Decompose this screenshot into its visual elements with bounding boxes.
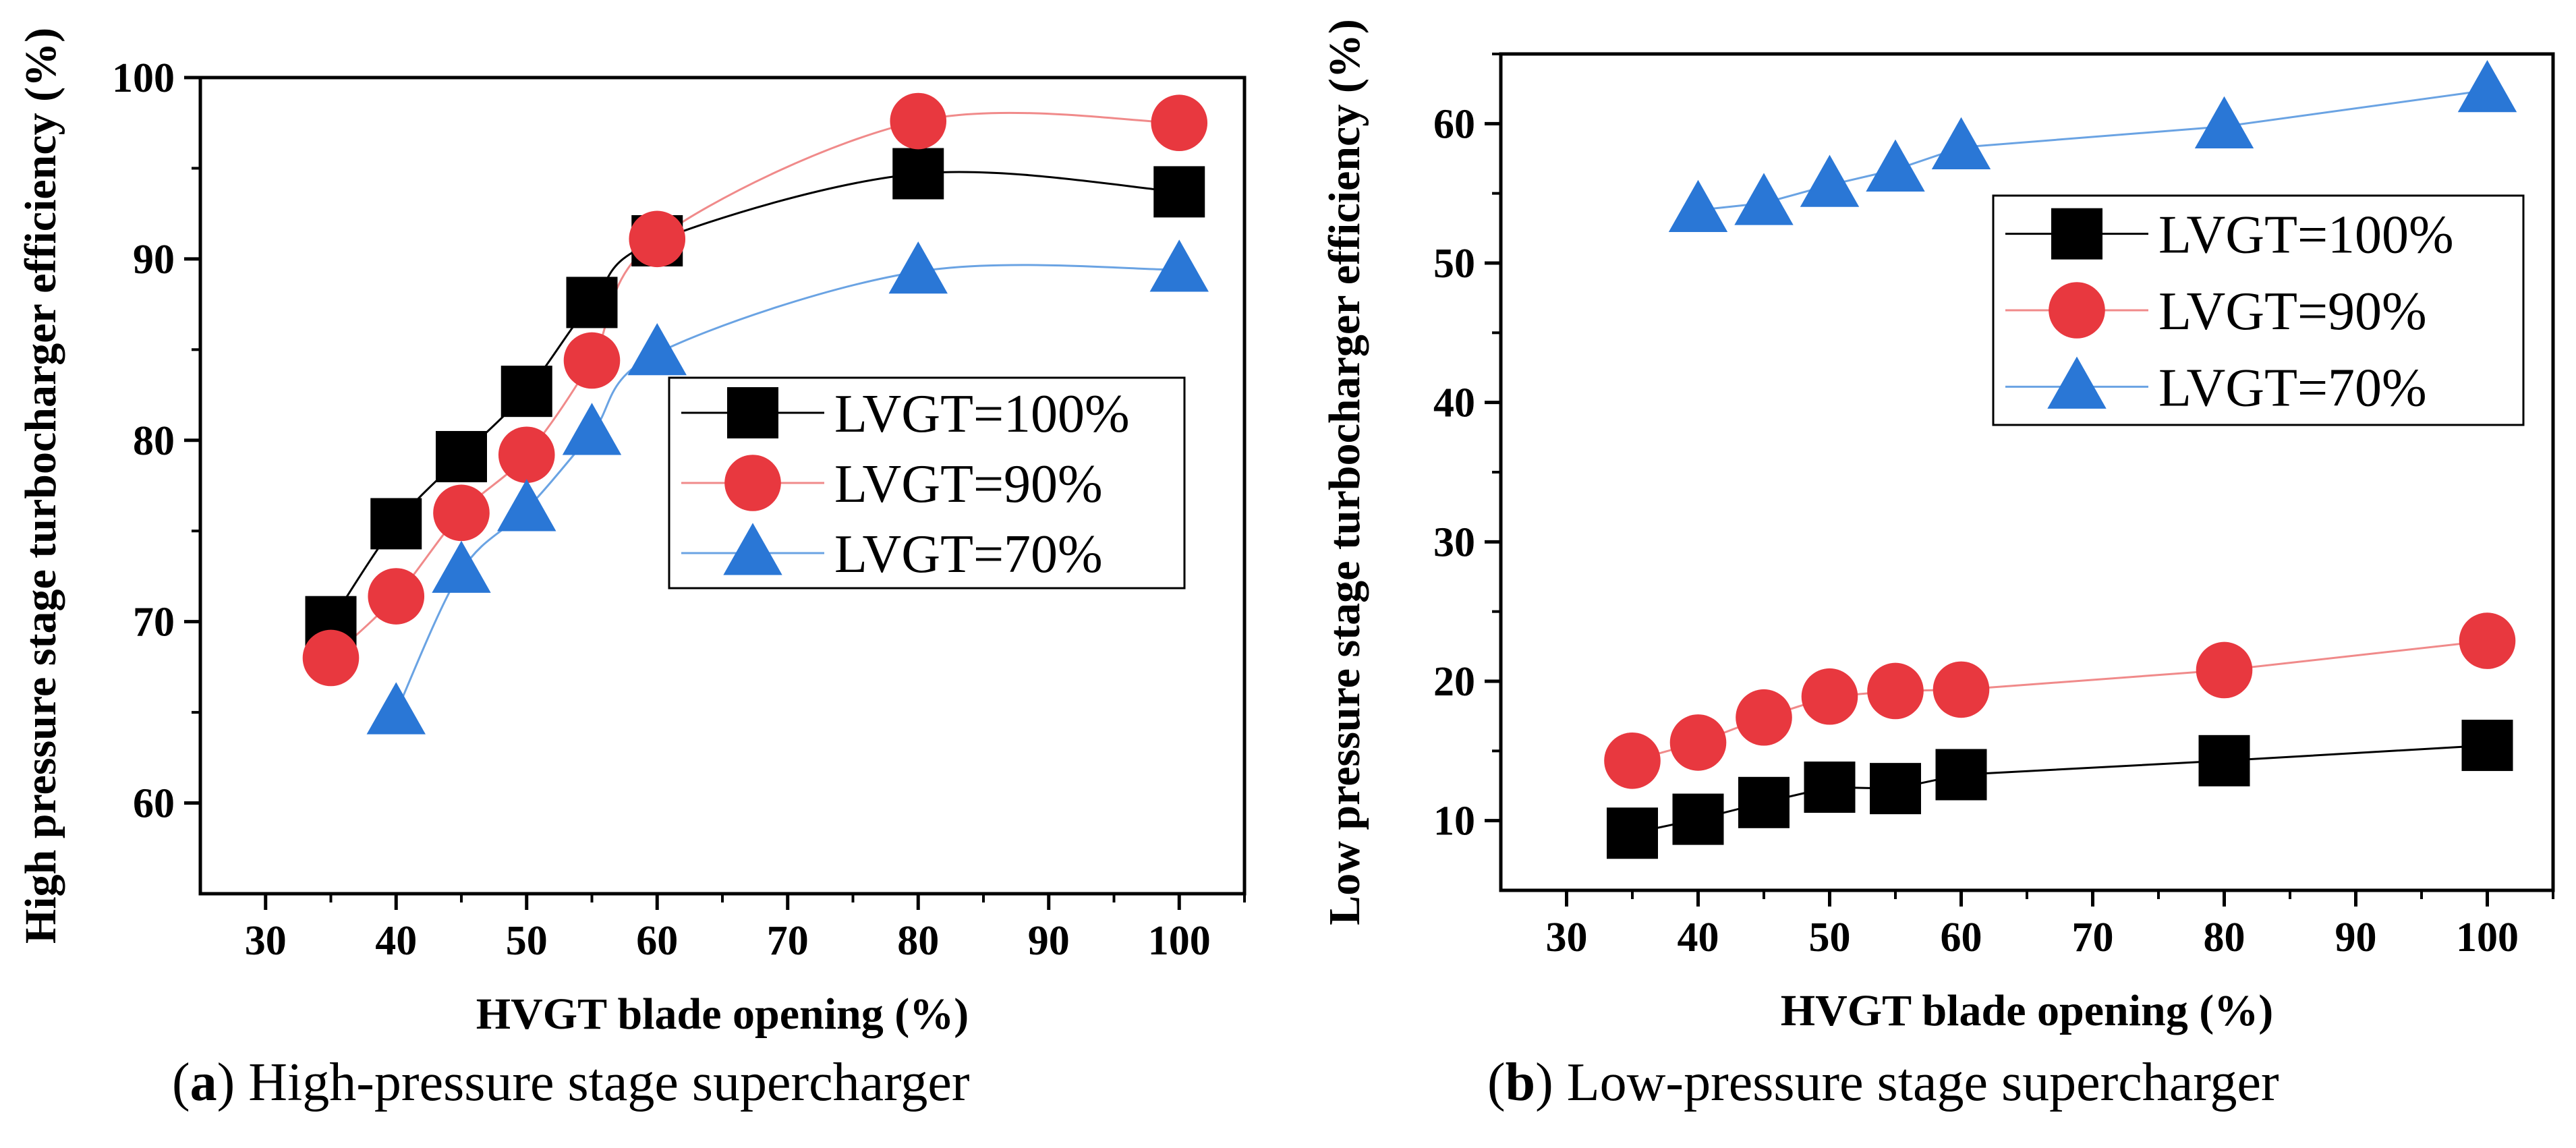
panel-a-y-tick-label: 80	[133, 418, 175, 464]
panel-b-point-circle	[2196, 641, 2253, 699]
panel-a-legend-marker	[723, 523, 782, 575]
panel-a-chart: 30 40 50 60 70 80 90 100 60 70 80 90 100 HVGT blade o…	[16, 28, 1247, 1039]
panel-a-y-tick-label: 70	[133, 600, 175, 645]
panel-b-point-square	[1935, 749, 1987, 801]
panel-a-legend-label: LVGT=70%	[834, 525, 1103, 584]
panel-a-point-circle	[433, 484, 490, 542]
panel-a-x-tick-label: 30	[245, 918, 287, 964]
caption-b: (b) Low-pressure stage supercharger	[1487, 1053, 2279, 1112]
panel-b-legend-label: LVGT=70%	[2158, 358, 2427, 418]
panel-b-point-triangle	[1668, 179, 1728, 232]
panel-a-x-tick-label: 90	[1028, 918, 1070, 964]
panel-b-point-square	[1804, 762, 1856, 813]
panel-b-x-tick-label: 50	[1809, 915, 1851, 960]
panel-a-y-tick-label: 90	[133, 237, 175, 283]
panel-a-point-triangle	[562, 403, 622, 455]
panel-b-point-triangle	[1734, 173, 1794, 225]
panel-b-x-tick-label: 70	[2072, 915, 2114, 960]
panel-b-point-circle	[1867, 662, 1924, 720]
panel-a-x-tick-label: 60	[636, 918, 678, 964]
panel-b-y-tick-label: 10	[1433, 799, 1475, 844]
panel-a-point-circle	[629, 210, 686, 268]
panel-b-legend-label: LVGT=90%	[2158, 282, 2427, 341]
caption-a: (a) High-pressure stage supercharger	[172, 1053, 970, 1112]
panel-a-point-circle	[563, 332, 621, 389]
panel-b-point-circle	[1604, 733, 1661, 789]
panel-a-point-square	[500, 366, 552, 418]
panel-b-legend-marker	[2049, 282, 2105, 339]
caption-b-text: Low-pressure stage supercharger	[1566, 1053, 2279, 1112]
panel-a-point-circle	[302, 629, 360, 687]
panel-b-y-tick-label: 20	[1433, 659, 1475, 705]
panel-b-point-square	[1607, 807, 1658, 859]
panel-a-x-tick-label: 40	[375, 918, 417, 964]
panel-b-y-tick-label: 30	[1433, 519, 1475, 565]
panel-a-point-circle	[890, 92, 947, 150]
panel-a-y-axis-title: High pressure stage turbocharger efficie…	[16, 28, 65, 944]
panel-a-legend-marker	[727, 387, 778, 438]
panel-b-y-tick-label: 40	[1433, 380, 1475, 426]
panel-b-point-triangle	[2457, 59, 2517, 113]
panel-b-x-axis-title: HVGT blade opening (%)	[1781, 986, 2273, 1035]
panel-a-point-square	[892, 148, 944, 200]
panel-a-x-axis-title: HVGT blade opening (%)	[476, 989, 969, 1039]
panel-a-point-circle	[498, 426, 555, 484]
panel-b-legend-label: LVGT=100%	[2158, 206, 2454, 265]
panel-b-point-circle	[2459, 612, 2516, 669]
panel-a-point-square	[436, 430, 487, 482]
panel-a-y-tick-label: 100	[112, 55, 175, 101]
panel-b-legend-marker	[2051, 208, 2102, 260]
panel-a-x-tick-label: 50	[506, 918, 548, 964]
panel-a-legend-marker	[724, 455, 781, 511]
panel-b-legend-marker	[2047, 356, 2107, 409]
panel-b-point-square	[2198, 735, 2250, 786]
panel-a-x-tick-label: 70	[767, 918, 809, 964]
panel-a-point-triangle	[432, 540, 491, 593]
panel-b-x-tick-label: 40	[1678, 915, 1719, 960]
panel-a-legend-label: LVGT=90%	[834, 455, 1103, 514]
panel-b-point-circle	[1736, 689, 1792, 746]
panel-b-point-triangle	[1931, 117, 1991, 169]
panel-b-point-triangle	[1800, 154, 1860, 207]
panel-a-point-triangle	[627, 322, 687, 376]
panel-b-x-tick-label: 30	[1546, 915, 1588, 960]
caption-a-tag: a	[190, 1053, 217, 1112]
panel-b-point-square	[1870, 763, 1921, 815]
panel-a-y-tick-label: 60	[133, 781, 175, 827]
panel-b-point-circle	[1669, 714, 1727, 771]
panel-b-x-tick-label: 80	[2204, 915, 2245, 960]
panel-b-point-circle	[1801, 668, 1858, 725]
panel-b-x-tick-label: 60	[1941, 915, 1982, 960]
panel-a-point-triangle	[888, 241, 948, 294]
panel-a-point-square	[1153, 166, 1205, 218]
panel-b-point-circle	[1933, 661, 1990, 718]
panel-a-point-triangle	[366, 682, 426, 735]
panel-a-point-square	[370, 498, 422, 550]
panel-a-point-circle	[1151, 94, 1208, 152]
panel-b-y-tick-label: 60	[1433, 101, 1475, 147]
panel-a-x-tick-label: 100	[1148, 918, 1211, 964]
panel-b-point-square	[1672, 793, 1724, 845]
panel-a-point-circle	[368, 568, 425, 625]
panel-b-y-axis-title: Low pressure stage turbocharger efficien…	[1320, 19, 1369, 925]
panel-a-x-tick-label: 80	[897, 918, 939, 964]
panel-a-point-triangle	[497, 479, 556, 532]
panel-b-point-triangle	[1866, 139, 1925, 192]
panel-b-chart: 30 40 50 60 70 80 90 100 10 20 30 40 50 60 HVGT blade …	[1320, 19, 2555, 1035]
panel-b-point-square	[1738, 776, 1790, 828]
panel-b-x-tick-label: 90	[2335, 915, 2377, 960]
panel-a-point-square	[566, 277, 618, 328]
caption-a-text: High-pressure stage supercharger	[248, 1053, 970, 1112]
panel-a-point-triangle	[1149, 239, 1209, 292]
panel-b-point-triangle	[2194, 96, 2254, 148]
panel-b-y-tick-label: 50	[1433, 241, 1475, 287]
panel-a-legend-label: LVGT=100%	[834, 384, 1130, 444]
panel-b-x-tick-label: 100	[2456, 915, 2519, 960]
panel-b-point-square	[2461, 720, 2513, 772]
caption-b-tag: b	[1505, 1053, 1536, 1112]
